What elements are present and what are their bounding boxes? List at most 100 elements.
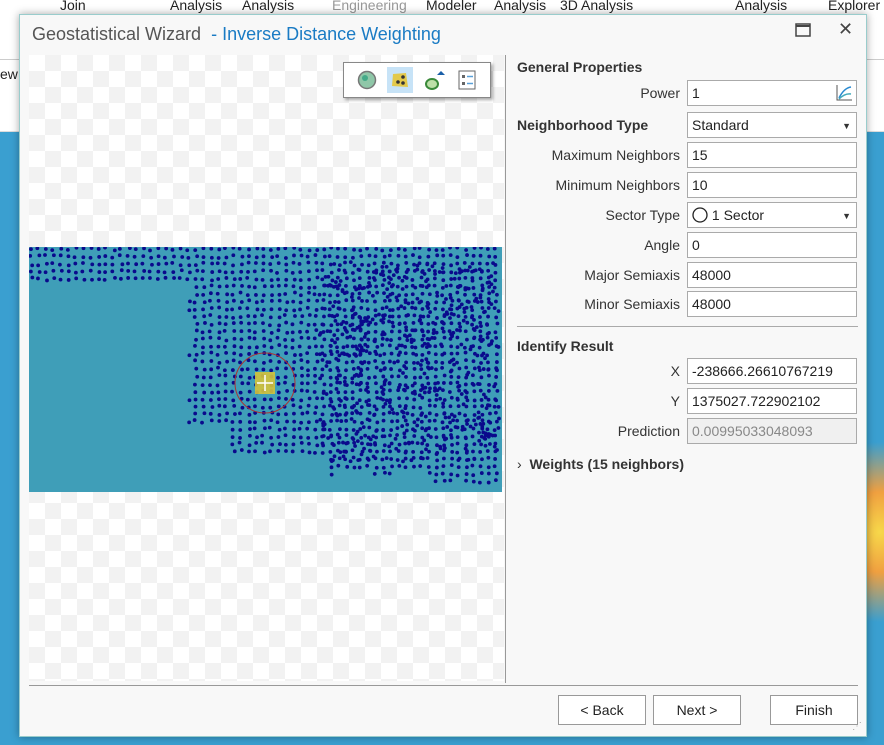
weights-expander[interactable]: › Weights (15 neighbors) bbox=[517, 456, 684, 472]
neighborhood-type-select[interactable]: Standard ▼ bbox=[687, 112, 857, 138]
sector-type-select[interactable]: 1 Sector ▼ bbox=[687, 202, 857, 228]
ribbon-item[interactable]: 3D Analysis bbox=[560, 0, 634, 13]
data-point bbox=[225, 292, 230, 297]
data-point bbox=[381, 387, 386, 392]
data-point bbox=[389, 367, 393, 371]
data-point bbox=[397, 385, 401, 390]
data-point bbox=[486, 367, 491, 372]
max-neighbors-input[interactable]: 15 bbox=[687, 142, 857, 168]
data-point bbox=[193, 397, 198, 402]
data-point bbox=[412, 246, 417, 251]
finish-button[interactable]: Finish bbox=[770, 695, 858, 725]
data-point bbox=[253, 420, 257, 425]
resize-grip-icon[interactable]: ⋰ bbox=[852, 721, 862, 732]
data-point bbox=[373, 313, 378, 318]
data-point bbox=[276, 412, 281, 417]
data-point bbox=[479, 442, 484, 447]
data-point bbox=[387, 314, 392, 319]
data-point bbox=[385, 294, 390, 299]
data-point bbox=[140, 261, 145, 266]
data-point bbox=[428, 386, 432, 391]
data-point bbox=[282, 313, 287, 317]
data-point bbox=[479, 245, 483, 250]
data-point bbox=[361, 425, 366, 430]
data-point bbox=[441, 270, 445, 275]
data-point bbox=[422, 272, 427, 276]
data-point bbox=[434, 435, 439, 440]
power-input[interactable]: 1 bbox=[687, 80, 857, 106]
back-button[interactable]: < Back bbox=[558, 695, 646, 725]
data-point bbox=[315, 396, 319, 401]
data-point bbox=[193, 358, 197, 363]
data-point bbox=[187, 263, 192, 268]
data-point bbox=[409, 458, 414, 463]
preview-map[interactable] bbox=[28, 245, 502, 492]
ribbon-item[interactable]: Analysis bbox=[494, 0, 547, 13]
data-point bbox=[222, 368, 227, 373]
ribbon-item[interactable]: Analysis bbox=[735, 0, 788, 13]
ribbon-item[interactable]: Join bbox=[60, 0, 86, 13]
data-point bbox=[460, 424, 465, 429]
data-point bbox=[261, 329, 266, 333]
data-point bbox=[381, 449, 386, 453]
next-button[interactable]: Next > bbox=[653, 695, 741, 725]
neighborhood-icon[interactable] bbox=[421, 67, 447, 93]
data-point bbox=[261, 293, 266, 298]
data-point bbox=[171, 270, 176, 275]
globe-icon[interactable] bbox=[354, 67, 380, 93]
minor-semiaxis-input[interactable]: 48000 bbox=[687, 291, 857, 317]
ribbon-item[interactable]: Analysis bbox=[170, 0, 223, 13]
data-point bbox=[306, 403, 311, 408]
data-point bbox=[363, 433, 368, 438]
data-point bbox=[233, 412, 237, 416]
identify-location-marker[interactable] bbox=[234, 352, 296, 414]
data-point bbox=[390, 320, 395, 325]
data-point bbox=[444, 436, 449, 441]
data-point bbox=[117, 253, 122, 258]
data-point bbox=[209, 344, 213, 349]
data-point bbox=[471, 327, 476, 331]
data-point bbox=[486, 465, 491, 470]
ribbon-item[interactable]: Analysis bbox=[242, 0, 295, 13]
data-point bbox=[441, 404, 446, 409]
data-point bbox=[230, 307, 235, 312]
data-point bbox=[464, 443, 469, 448]
y-input[interactable]: 1375027.722902102 bbox=[687, 388, 857, 414]
data-point bbox=[403, 418, 408, 423]
data-point bbox=[247, 389, 252, 394]
legend-icon[interactable] bbox=[454, 67, 480, 93]
data-point bbox=[291, 442, 296, 447]
maximize-button[interactable] bbox=[795, 21, 811, 42]
data-point bbox=[215, 261, 220, 266]
data-point bbox=[37, 270, 42, 274]
data-point bbox=[479, 375, 484, 380]
data-point bbox=[255, 307, 260, 312]
points-layer-icon[interactable] bbox=[387, 67, 414, 93]
data-point bbox=[268, 449, 272, 454]
min-neighbors-input[interactable]: 10 bbox=[687, 172, 857, 198]
data-point bbox=[185, 277, 190, 282]
optimize-power-icon[interactable] bbox=[836, 84, 853, 104]
data-point bbox=[485, 449, 490, 453]
data-point bbox=[307, 313, 312, 317]
major-semiaxis-input[interactable]: 48000 bbox=[687, 262, 857, 288]
data-point bbox=[488, 411, 492, 416]
data-point bbox=[456, 458, 461, 463]
data-point bbox=[455, 360, 459, 365]
data-point bbox=[222, 261, 227, 266]
panel-divider[interactable] bbox=[505, 55, 506, 683]
x-input[interactable]: -238666.26610767219 bbox=[687, 358, 857, 384]
data-point bbox=[284, 256, 288, 260]
angle-input[interactable]: 0 bbox=[687, 232, 857, 258]
max-neighbors-row: Maximum Neighbors 15 bbox=[517, 142, 858, 168]
data-point bbox=[269, 418, 274, 423]
data-point bbox=[455, 435, 460, 440]
close-button[interactable]: ✕ bbox=[838, 19, 854, 39]
data-point bbox=[239, 320, 244, 325]
data-point bbox=[384, 398, 389, 403]
data-point bbox=[300, 381, 304, 386]
ribbon-item[interactable]: Modeler bbox=[426, 0, 477, 13]
ribbon-item[interactable]: Explorer bbox=[828, 0, 881, 13]
data-point bbox=[471, 286, 476, 290]
data-point bbox=[283, 292, 288, 296]
